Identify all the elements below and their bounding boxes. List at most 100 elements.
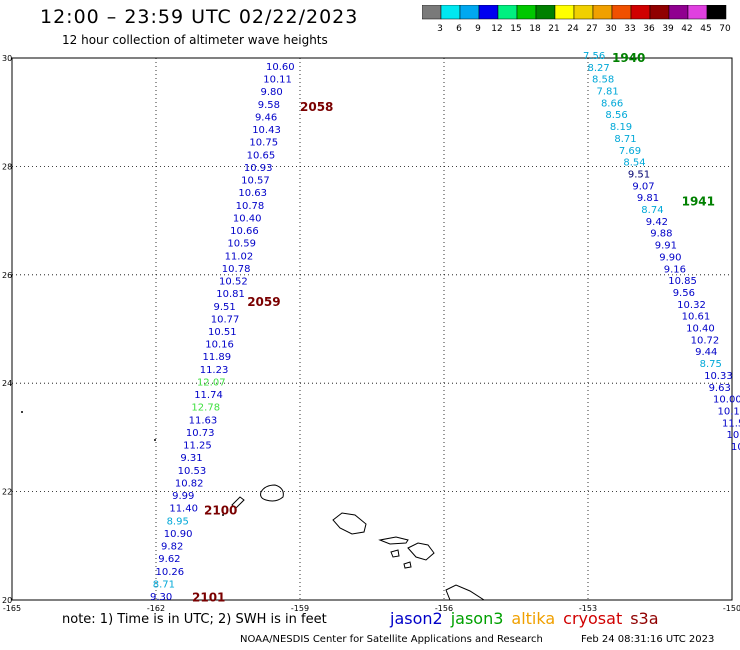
scale-label: 33 <box>624 24 635 34</box>
pass-time-label: 1940 <box>612 51 645 65</box>
wave-height-label: 12.07 <box>197 377 226 388</box>
wave-height-label: 9.46 <box>255 112 277 123</box>
scale-label: 15 <box>510 24 521 34</box>
lon-tick-label: -165 <box>3 604 21 613</box>
wave-height-label: 8.58 <box>592 75 614 86</box>
scale-label: 42 <box>681 24 692 34</box>
wave-height-label: 11.74 <box>194 390 223 401</box>
scale-label: 21 <box>548 24 559 34</box>
pass-time-label: 1941 <box>682 195 715 209</box>
scale-label: 30 <box>605 24 617 34</box>
legend-cryosat: cryosat <box>563 609 623 628</box>
pass-time-label: 2059 <box>247 295 280 309</box>
generated-timestamp: Feb 24 08:31:16 UTC 2023 <box>581 634 715 645</box>
wave-height-label: 10. <box>727 430 740 441</box>
legend-jason3: jason3 <box>450 609 504 628</box>
wave-height-label: 10.93 <box>244 163 273 174</box>
island-kauai <box>260 484 284 502</box>
scale-swatch <box>706 5 727 20</box>
wave-height-label: 9.82 <box>161 542 183 553</box>
wave-height-label: 9.44 <box>695 347 717 358</box>
wave-height-label: 11.63 <box>189 415 218 426</box>
lon-tick-label: -162 <box>147 604 165 613</box>
island-oahu <box>332 512 367 535</box>
scale-label: 3 <box>437 24 443 34</box>
wave-height-label: 9.81 <box>637 193 659 204</box>
map-title: 12:00 – 23:59 UTC 02/22/2023 <box>40 6 359 28</box>
lon-tick-label: -153 <box>579 604 597 613</box>
scale-label: 36 <box>643 24 655 34</box>
wave-height-label: 8.66 <box>601 98 623 109</box>
wave-height-label: 10.51 <box>208 327 237 338</box>
wave-height-label: 12.78 <box>191 403 220 414</box>
wave-height-label: 10.40 <box>233 213 262 224</box>
axis-tick-labels: -165 -162 -159 -156 -153 -150 30 28 26 24 22 20 <box>2 54 740 613</box>
wave-height-label: 10.26 <box>156 567 185 578</box>
wave-height-label: 9.16 <box>664 264 686 275</box>
wave-height-label: 8.71 <box>153 579 175 590</box>
wave-height-label: 11.5 <box>722 418 740 429</box>
island-molokai <box>378 536 409 545</box>
wave-height-label: 10.11 <box>263 75 292 86</box>
wave-height-label: 10.77 <box>211 314 240 325</box>
scale-label: 6 <box>456 24 462 34</box>
wave-height-label: 8.27 <box>587 63 609 74</box>
wave-height-label: 9.62 <box>158 554 180 565</box>
wave-height-label: 7.81 <box>596 87 618 98</box>
wave-height-label: 8.75 <box>700 359 722 370</box>
wave-height-label: 9.51 <box>628 169 650 180</box>
wave-height-label: 8.71 <box>614 134 636 145</box>
wave-height-label: 10.85 <box>668 276 697 287</box>
wave-height-label: 10.16 <box>205 340 234 351</box>
credit-line: NOAA/NESDIS Center for Satellite Applica… <box>240 634 543 645</box>
legend-jason2: jason2 <box>390 609 443 628</box>
legend-altika: altika <box>511 609 556 628</box>
scale-label: 27 <box>586 24 597 34</box>
wave-height-label: 10.60 <box>266 62 295 73</box>
wave-height-label: 8.95 <box>167 516 189 527</box>
lon-tick-label: -150 <box>723 604 740 613</box>
wave-height-label: 10.78 <box>222 264 251 275</box>
wave-height-label: 9.30 <box>150 592 172 603</box>
scale-label: 39 <box>662 24 674 34</box>
wave-height-label: 10.81 <box>216 289 245 300</box>
lat-tick-label: 24 <box>2 379 12 388</box>
wave-height-label: 11.23 <box>200 365 229 376</box>
lon-tick-label: -156 <box>435 604 453 613</box>
wave-height-label: 10.52 <box>219 277 248 288</box>
island-niihau <box>231 496 245 509</box>
wave-height-label: 9.56 <box>673 288 695 299</box>
lat-tick-label: 26 <box>2 271 12 280</box>
wave-height-label: 10.82 <box>175 478 204 489</box>
scale-label: 9 <box>475 24 481 34</box>
wave-height-label: 8.56 <box>605 110 627 121</box>
wave-height-label: 11.25 <box>183 441 212 452</box>
units-note: note: 1) Time is in UTC; 2) SWH is in fe… <box>62 612 327 627</box>
wave-height-label: 9.42 <box>646 217 668 228</box>
wave-height-label: 10.73 <box>186 428 215 439</box>
wave-height-label: 11.89 <box>202 352 231 363</box>
legend-s3a: s3a <box>630 609 659 628</box>
wave-height-label: 7.69 <box>619 146 641 157</box>
wave-height-label: 10.00 <box>713 395 740 406</box>
island-hawaii <box>445 584 486 601</box>
wave-height-label: 9.51 <box>214 302 236 313</box>
wave-height-label: 9.90 <box>659 252 681 263</box>
scale-label: 70 <box>719 24 731 34</box>
wave-height-label: 10.57 <box>241 176 270 187</box>
wave-height-label: 10.32 <box>677 300 706 311</box>
wave-height-label: 10.90 <box>164 529 193 540</box>
lat-tick-label: 30 <box>2 54 12 63</box>
wave-height-label: 9.58 <box>258 100 280 111</box>
wave-height-label: 9.91 <box>655 241 677 252</box>
scale-label: 18 <box>529 24 541 34</box>
wave-height-label: 10.40 <box>686 324 715 335</box>
wave-height-label: 10.61 <box>682 312 711 323</box>
scale-label: 45 <box>700 24 711 34</box>
island-maui <box>407 542 435 561</box>
wave-height-label: 10.33 <box>704 371 733 382</box>
pass-time-label: 2100 <box>204 504 237 518</box>
wave-height-label: 10.43 <box>252 125 281 136</box>
